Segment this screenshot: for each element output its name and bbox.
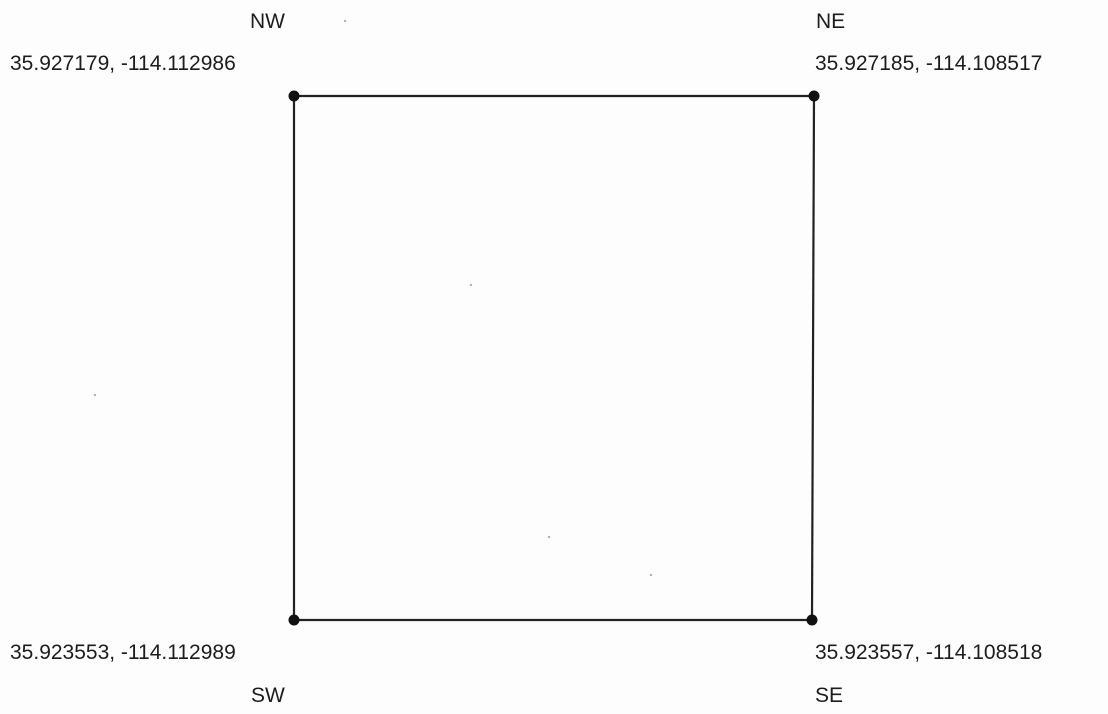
east-edge: [810, 95, 816, 621]
ne-coordinates: 35.927185, -114.108517: [815, 52, 1043, 75]
scan-speck: [344, 20, 346, 22]
nw-point: [288, 90, 300, 102]
scan-speck: [650, 574, 652, 576]
nw-direction-label: NW: [250, 10, 285, 33]
ne-point: [808, 90, 820, 102]
sw-direction-label: SW: [251, 684, 285, 707]
sw-point: [288, 614, 300, 626]
sw-coordinates: 35.923553, -114.112989: [10, 641, 236, 664]
nw-coordinates: 35.927179, -114.112986: [10, 52, 236, 75]
ne-direction-label: NE: [816, 10, 846, 33]
scan-speck: [470, 284, 472, 286]
se-coordinates: 35.923557, -114.108518: [815, 641, 1043, 664]
se-point: [806, 614, 818, 626]
se-direction-label: SE: [815, 684, 844, 707]
scan-speck: [94, 394, 96, 396]
scan-speck: [548, 536, 550, 538]
